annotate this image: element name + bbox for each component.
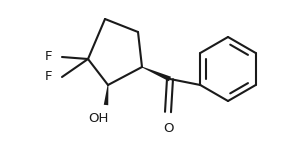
Text: F: F bbox=[45, 70, 52, 84]
Text: O: O bbox=[163, 122, 173, 135]
Polygon shape bbox=[142, 67, 171, 81]
Text: F: F bbox=[45, 50, 52, 63]
Text: OH: OH bbox=[88, 112, 108, 125]
Polygon shape bbox=[104, 85, 108, 105]
